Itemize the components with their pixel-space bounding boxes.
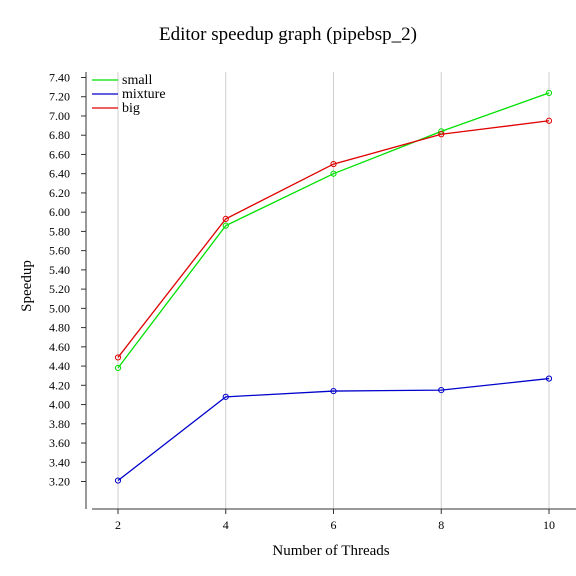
data-point-small — [114, 364, 122, 372]
y-tick-label: 4.80 — [49, 321, 70, 335]
y-tick-label: 3.40 — [49, 455, 70, 469]
y-tick-label: 3.80 — [49, 417, 70, 431]
data-point-mixture — [222, 393, 229, 400]
data-point-big — [438, 131, 445, 138]
legend-label-mixture: mixture — [122, 87, 166, 102]
y-tick-label: 5.00 — [49, 301, 70, 315]
y-tick-label: 5.80 — [49, 224, 70, 238]
y-tick-label: 7.20 — [49, 90, 70, 104]
x-axis-ticks: 2 4 6 8 10 — [115, 509, 555, 532]
data-point-small — [222, 222, 229, 229]
y-tick-label: 6.00 — [49, 205, 70, 219]
axes — [85, 72, 576, 510]
series-line-mixture — [117, 377, 550, 482]
y-tick-label: 7.40 — [49, 71, 70, 85]
data-point-mixture — [438, 387, 445, 394]
series-small — [114, 89, 553, 372]
series-big — [114, 117, 553, 361]
data-point-mixture — [330, 387, 337, 395]
data-point-small — [545, 89, 553, 96]
y-tick-label: 4.00 — [49, 398, 70, 412]
grid-lines — [117, 72, 550, 509]
y-tick-label: 7.00 — [49, 109, 70, 123]
data-point-big — [114, 354, 122, 361]
x-tick-label: 4 — [223, 518, 229, 532]
data-point-big — [330, 160, 337, 168]
y-tick-label: 4.60 — [49, 340, 70, 354]
legend-label-big: big — [122, 101, 140, 116]
y-tick-label: 5.20 — [49, 282, 70, 296]
series-mixture — [114, 375, 553, 484]
x-tick-label: 10 — [543, 518, 555, 532]
y-tick-label: 3.60 — [49, 436, 70, 450]
y-tick-label: 6.60 — [49, 147, 70, 161]
x-tick-label: 8 — [438, 518, 444, 532]
data-series — [114, 89, 553, 484]
x-axis-label: Number of Threads — [272, 543, 389, 559]
chart-title: Editor speedup graph (pipebsp_2) — [159, 24, 417, 45]
y-tick-label: 3.20 — [49, 475, 70, 489]
data-point-small — [330, 170, 337, 177]
x-tick-label: 2 — [115, 518, 121, 532]
data-point-mixture — [114, 477, 122, 484]
series-line-big — [117, 120, 550, 358]
y-axis-label: Speedup — [19, 260, 35, 312]
data-point-big — [222, 215, 229, 222]
y-axis-ticks: 3.20 3.40 3.60 3.80 4.00 4.20 4.40 4.60 4.80 5.00… — [49, 71, 86, 489]
data-point-big — [545, 117, 553, 124]
x-tick-label: 6 — [331, 518, 337, 532]
y-tick-label: 5.40 — [49, 263, 70, 277]
series-line-small — [117, 92, 550, 369]
data-point-mixture — [545, 375, 553, 382]
y-tick-label: 4.20 — [49, 378, 70, 392]
y-tick-label: 6.20 — [49, 186, 70, 200]
y-tick-label: 5.60 — [49, 244, 70, 258]
y-tick-label: 4.40 — [49, 359, 70, 373]
legend-label-small: small — [122, 73, 152, 88]
y-tick-label: 6.80 — [49, 128, 70, 142]
y-tick-label: 6.40 — [49, 167, 70, 181]
